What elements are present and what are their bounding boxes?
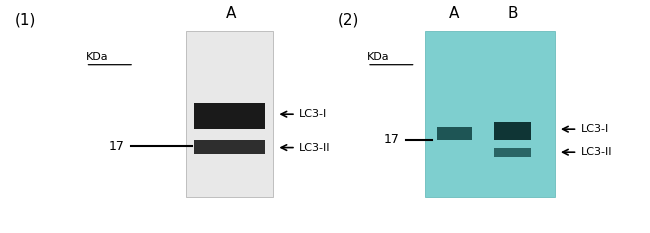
Text: KDa: KDa	[86, 52, 108, 62]
Bar	[494, 147, 532, 157]
Text: KDa: KDa	[367, 52, 390, 62]
Text: 17: 17	[109, 140, 124, 153]
Bar	[425, 31, 554, 197]
Text: (1): (1)	[14, 13, 36, 28]
Text: LC3-II: LC3-II	[580, 147, 612, 157]
Text: B: B	[508, 6, 518, 21]
Text: A: A	[449, 6, 460, 21]
Bar	[437, 127, 473, 140]
Bar	[194, 103, 265, 129]
Bar	[494, 122, 532, 140]
Text: LC3-II: LC3-II	[299, 143, 331, 153]
Text: (2): (2)	[338, 13, 359, 28]
Text: A: A	[226, 6, 237, 21]
Bar	[194, 140, 265, 154]
Bar	[186, 31, 273, 197]
Text: 17: 17	[384, 133, 400, 146]
Text: LC3-I: LC3-I	[299, 109, 328, 119]
Text: LC3-I: LC3-I	[580, 124, 609, 134]
